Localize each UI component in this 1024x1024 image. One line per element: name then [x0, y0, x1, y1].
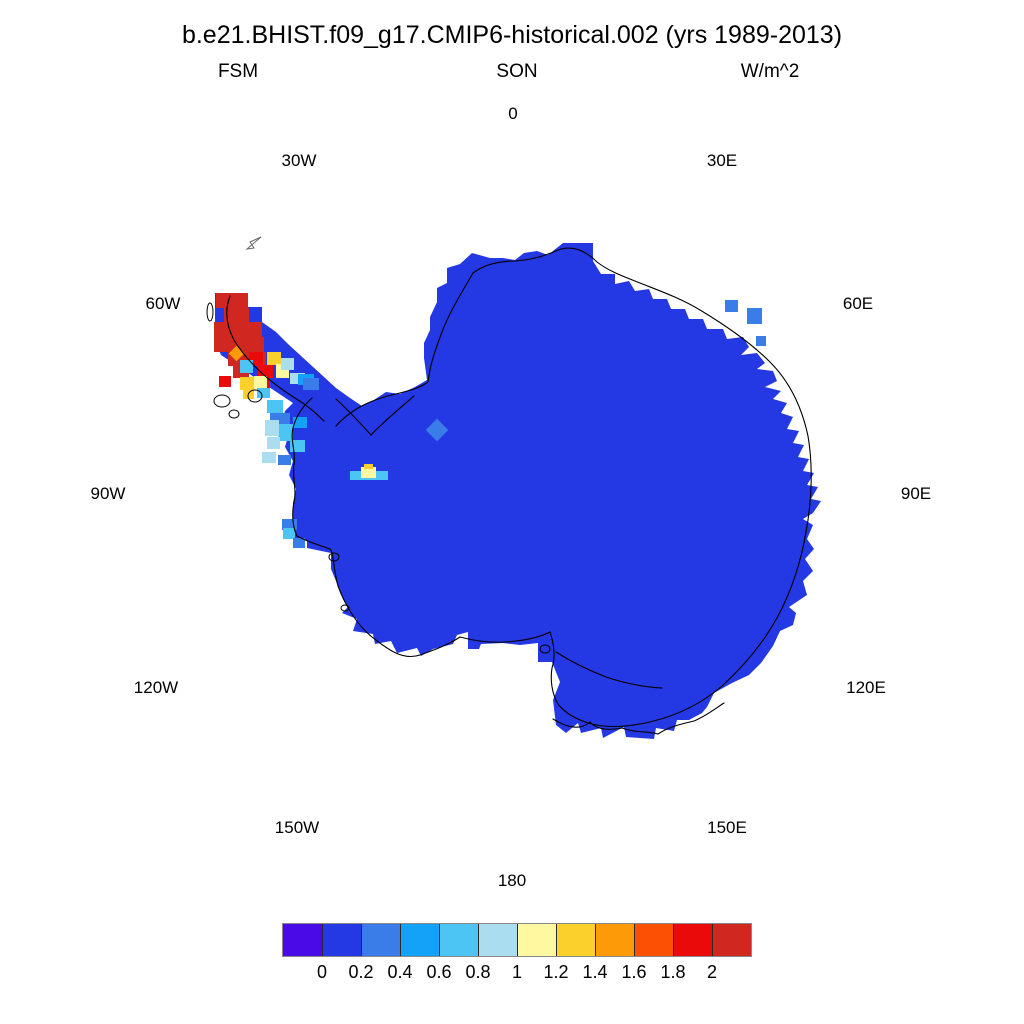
colorbar-tick-0: 0: [316, 962, 328, 982]
coastline-contour: [472, 247, 812, 727]
island-contour: [228, 409, 240, 419]
grid-cell: [224, 308, 249, 322]
island-contour: [206, 302, 214, 322]
grid-cell: [267, 400, 283, 413]
grid-cell: [293, 417, 307, 428]
colorbar-cell-8: [595, 924, 634, 956]
plot-title: b.e21.BHIST.f09_g17.CMIP6-historical.002…: [181, 21, 843, 49]
grid-cell: [216, 293, 248, 308]
colorbar-tick-1.2: 1.2: [543, 962, 569, 982]
colorbar-tick-1.4: 1.4: [582, 962, 608, 982]
colorbar-cell-10: [673, 924, 712, 956]
colorbar-cell-5: [478, 924, 517, 956]
grid-cell: [267, 352, 281, 365]
grid-cell: [282, 519, 297, 530]
grid-cell: [258, 365, 273, 378]
colorbar-tick-0.8: 0.8: [465, 962, 491, 982]
colorbar-tick-1.6: 1.6: [621, 962, 647, 982]
grid-cell: [240, 377, 254, 390]
grid-cell: [725, 300, 738, 312]
colorbar-tick-1: 1: [511, 962, 523, 982]
coastline-contour: [335, 272, 474, 427]
grid-cell: [283, 528, 295, 539]
grid-cell: [281, 358, 294, 370]
grid-cell: [293, 538, 305, 548]
antarctica-continent: [215, 243, 821, 739]
units-label: W/m^2: [740, 61, 800, 82]
grid-cell: [254, 376, 267, 390]
lon-label-150W: 150W: [274, 818, 320, 837]
island-contour: [340, 604, 350, 612]
grid-cell: [214, 322, 262, 337]
coastline-contour: [335, 395, 415, 436]
grid-cell: [257, 388, 270, 398]
colorbar-tick-0.4: 0.4: [387, 962, 413, 982]
coastline-contour: [552, 702, 725, 735]
lon-label-0: 0: [508, 104, 518, 123]
lon-label-90E: 90E: [900, 484, 932, 503]
island-contour: [213, 394, 231, 408]
lon-label-120E: 120E: [846, 678, 886, 697]
grid-cell: [278, 424, 293, 441]
grid-cell: [278, 455, 291, 465]
colorbar-cell-11: [712, 924, 751, 956]
variable-label: FSM: [217, 61, 259, 82]
grid-cell: [240, 360, 253, 373]
island-contour: [328, 552, 340, 562]
island-contour: [247, 389, 263, 403]
colorbar-cell-7: [556, 924, 595, 956]
grid-cell: [290, 373, 305, 384]
colorbar-tick-1.8: 1.8: [660, 962, 686, 982]
lon-label-60W: 60W: [145, 294, 181, 313]
grid-cell: [756, 336, 766, 346]
colorbar: [282, 923, 752, 957]
colorbar-tick-2: 2: [706, 962, 718, 982]
colorbar-cell-1: [322, 924, 361, 956]
colorbar-tick-0.6: 0.6: [426, 962, 452, 982]
grid-cell: [262, 452, 276, 463]
arrow-marker: [245, 236, 262, 250]
lon-label-60E: 60E: [842, 294, 874, 313]
colorbar-tick-0.2: 0.2: [348, 962, 374, 982]
coastline-contour: [226, 295, 325, 422]
grid-cell: [303, 378, 319, 390]
colorbar-cell-2: [361, 924, 400, 956]
lon-label-90W: 90W: [90, 484, 126, 503]
grid-cell: [425, 418, 449, 442]
grid-cell: [267, 437, 280, 449]
lon-label-30W: 30W: [281, 151, 317, 170]
colorbar-cell-3: [400, 924, 439, 956]
colorbar-cell-4: [439, 924, 478, 956]
colorbar-cell-6: [517, 924, 556, 956]
colorbar-cell-9: [634, 924, 673, 956]
lon-label-30E: 30E: [706, 151, 738, 170]
coastline-contour: [291, 397, 551, 657]
grid-cell: [747, 308, 762, 324]
grid-cell: [214, 337, 264, 352]
colorbar-cell-0: [283, 924, 322, 956]
lon-label-180: 180: [497, 871, 527, 890]
coastline-contour: [549, 631, 559, 705]
grid-cell: [364, 464, 373, 469]
lon-label-120W: 120W: [133, 678, 179, 697]
season-label: SON: [496, 61, 538, 82]
island-contour: [539, 644, 551, 654]
coastline-contour: [555, 651, 663, 689]
grid-cell: [265, 420, 279, 436]
lon-label-150E: 150E: [707, 818, 747, 837]
grid-cell: [361, 467, 376, 478]
grid-cell: [219, 376, 231, 387]
